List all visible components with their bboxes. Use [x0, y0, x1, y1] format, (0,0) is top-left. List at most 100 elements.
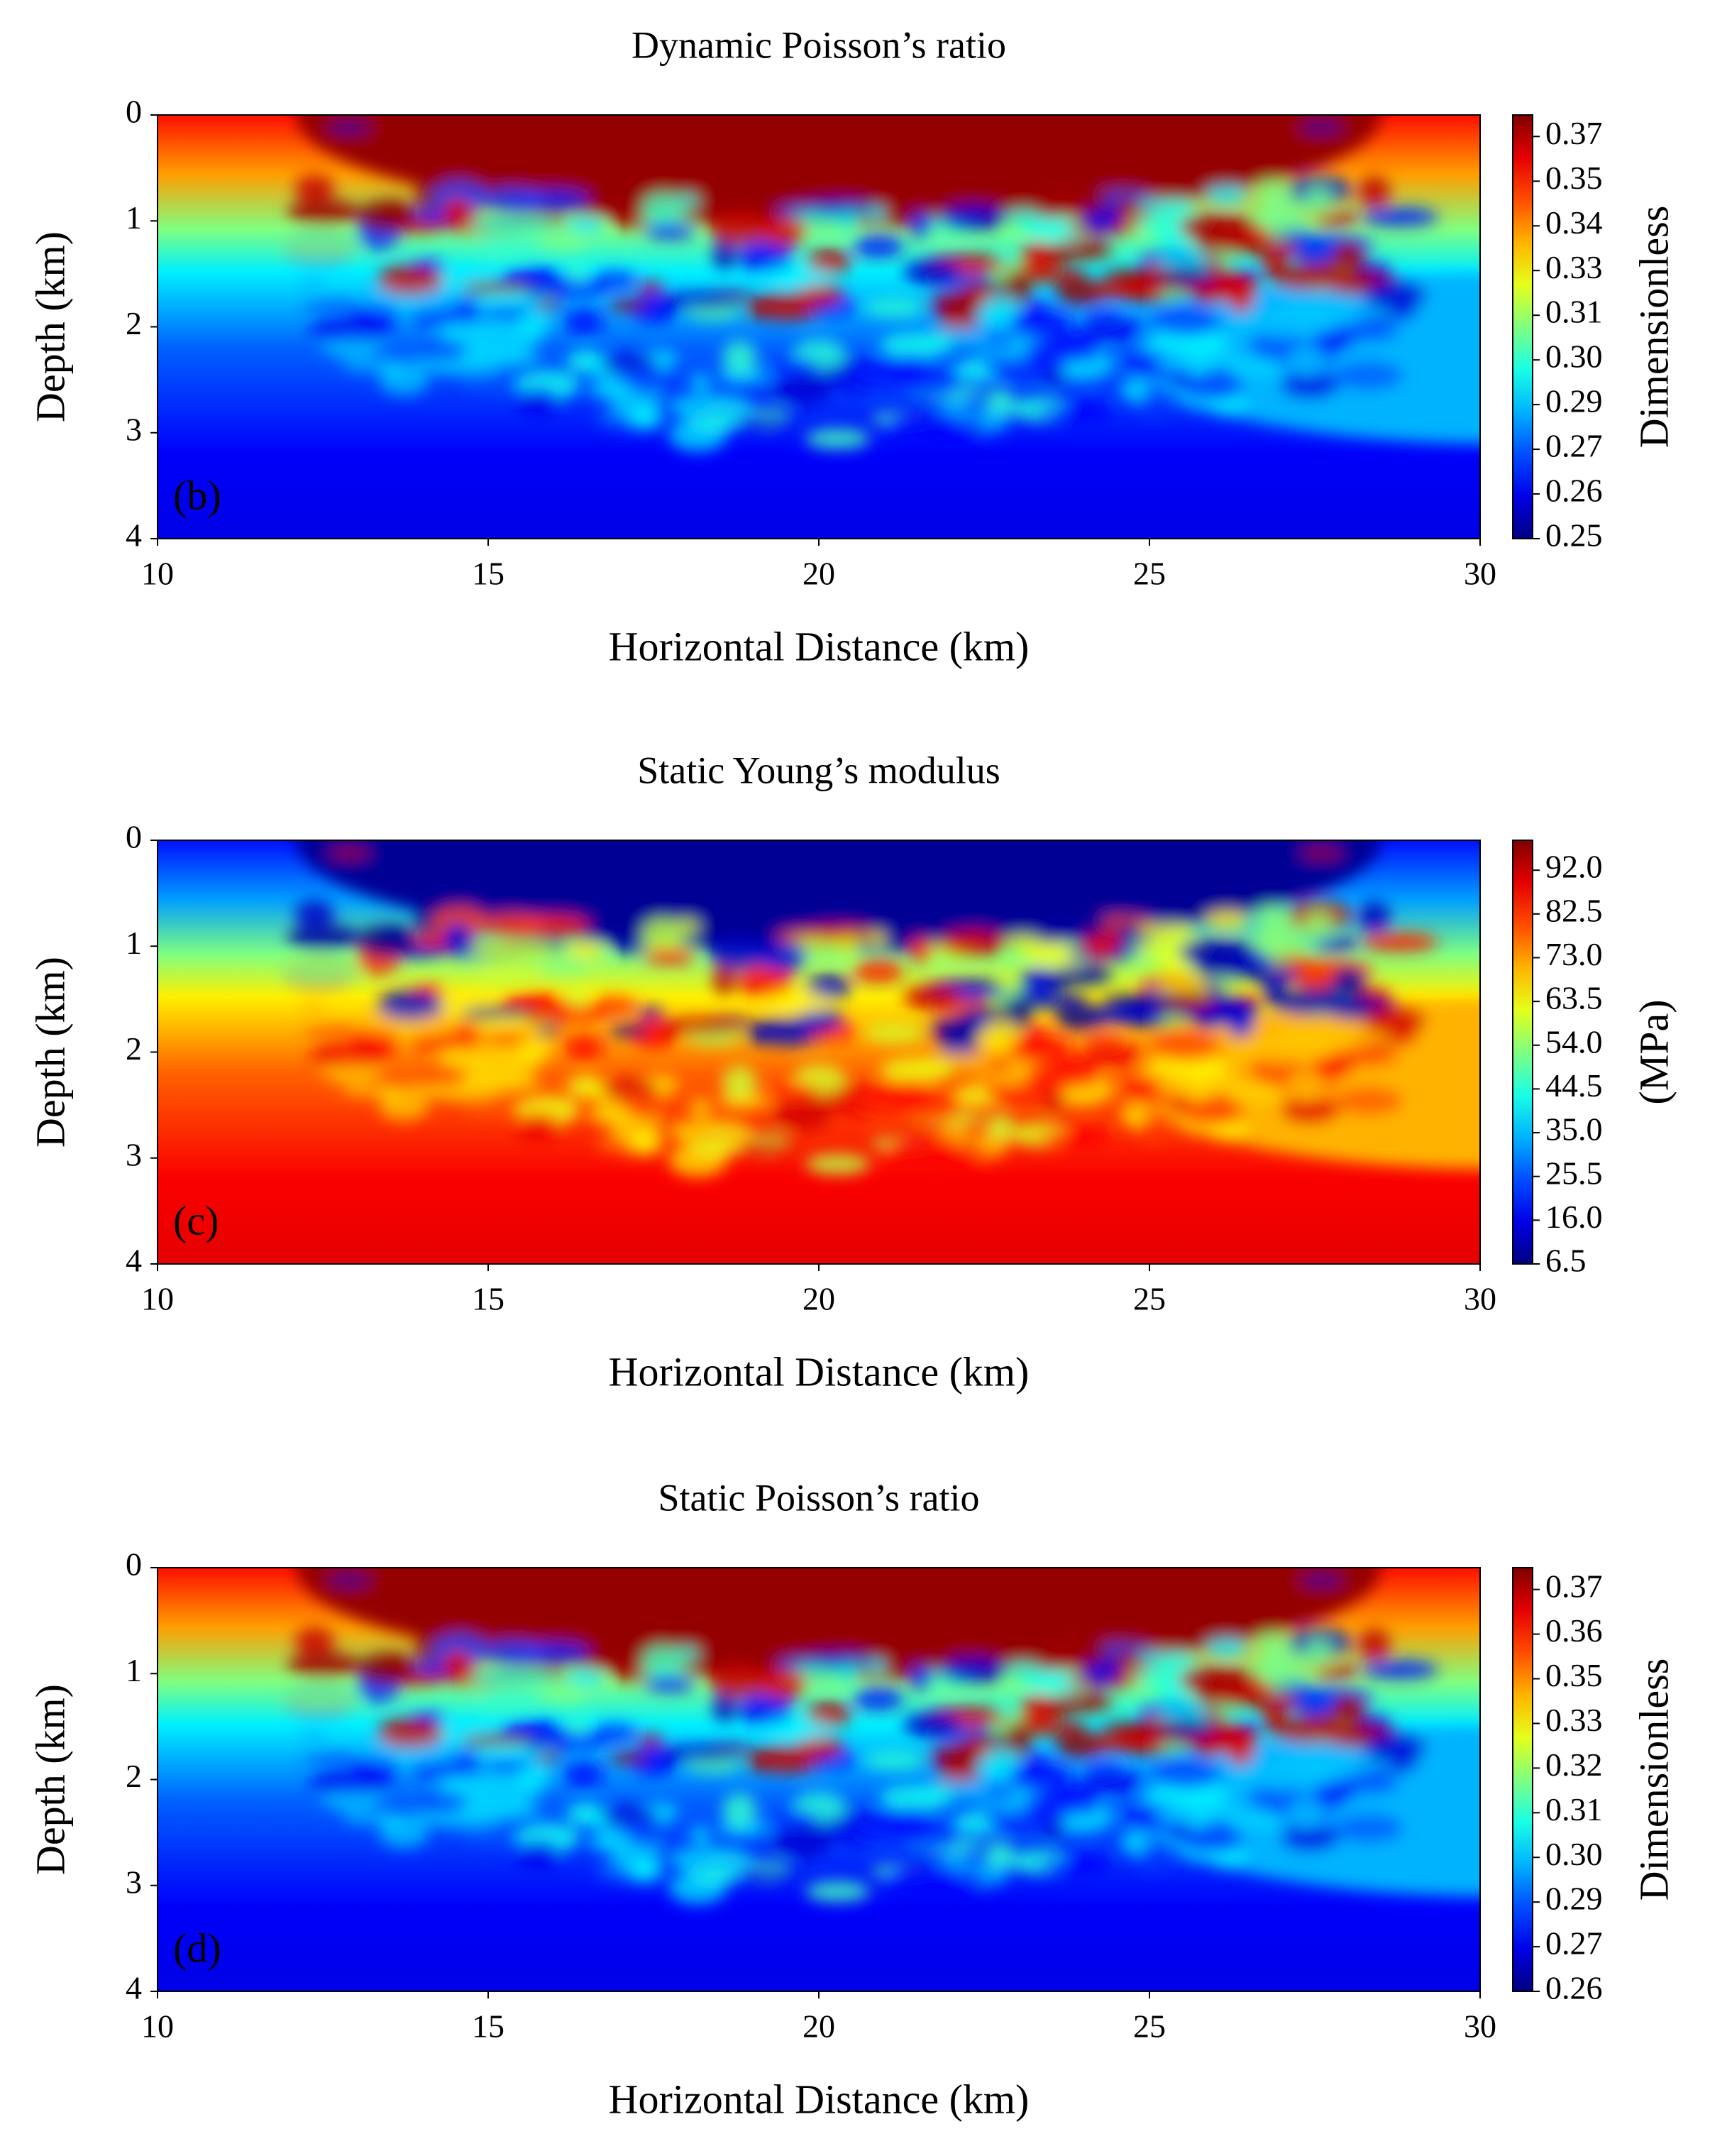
heatmap-texture [641, 1646, 682, 1678]
heatmap-texture [1026, 1791, 1070, 1823]
heatmap-texture [460, 1006, 541, 1021]
heatmap-texture [453, 1748, 480, 1781]
colorbar-tick-label: 0.35 [1545, 1657, 1603, 1693]
heatmap-texture [280, 115, 1480, 452]
colorbar-tick-label: 0.27 [1545, 428, 1603, 464]
heatmap-texture [287, 1651, 361, 1678]
heatmap-texture [629, 1860, 661, 1883]
heatmap-texture [1144, 331, 1230, 354]
heatmap-texture [737, 1693, 794, 1725]
heatmap-texture [1059, 1128, 1110, 1148]
heatmap-texture [1334, 1086, 1403, 1116]
heatmap-texture [463, 335, 506, 364]
heatmap-texture [883, 410, 964, 441]
heatmap-texture [280, 955, 360, 986]
heatmap-texture [302, 1753, 363, 1766]
heatmap-texture [460, 1734, 541, 1748]
heatmap-texture [909, 211, 932, 238]
heatmap-texture [1330, 241, 1367, 272]
heatmap-texture [1089, 1004, 1168, 1025]
x-tick-label: 10 [141, 1281, 174, 1317]
heatmap-texture [294, 1627, 335, 1655]
heatmap-texture [1280, 1823, 1340, 1852]
heatmap-texture [771, 1809, 817, 1828]
heatmap-texture [328, 122, 371, 133]
heatmap-texture [480, 913, 546, 937]
heatmap-texture [686, 1760, 742, 1772]
heatmap-texture [771, 1101, 831, 1131]
heatmap-texture [563, 308, 605, 337]
heatmap-texture [1313, 1030, 1395, 1044]
heatmap-texture [766, 993, 832, 1012]
colorbar-tick-label: 16.0 [1545, 1199, 1603, 1235]
panel: Static Poisson’s ratio (d) 10 15 20 25 30 0 1 2 3 4… [27, 1476, 1677, 2122]
heatmap-texture [771, 356, 817, 375]
heatmap-texture [1152, 305, 1220, 336]
heatmap-texture [309, 1769, 389, 1799]
heatmap-texture [1253, 906, 1292, 928]
heatmap-texture [1358, 175, 1391, 208]
heatmap-texture [158, 1568, 1480, 1991]
heatmap-texture [1313, 1664, 1359, 1678]
x-tick-label: 10 [141, 2008, 174, 2045]
y-tick-label: 0 [126, 819, 142, 855]
heatmap-texture [761, 1668, 807, 1700]
colorbar [1512, 1567, 1533, 1992]
heatmap-texture [1304, 911, 1333, 937]
colorbar-tick-label: 73.0 [1545, 936, 1603, 972]
colorbar-tick-label: 0.33 [1545, 1702, 1603, 1738]
heatmap-texture [722, 1065, 757, 1099]
heatmap-texture [864, 207, 887, 221]
heatmap-texture [903, 1712, 961, 1738]
heatmap-texture [1179, 1099, 1245, 1126]
heatmap-texture [977, 309, 1020, 328]
x-tick-label: 25 [1133, 1281, 1166, 1317]
heatmap-texture [517, 1035, 552, 1062]
colorbar-tick-label: 35.0 [1545, 1111, 1603, 1148]
colorbar-tick-label: 0.30 [1545, 339, 1603, 375]
heatmap-texture [641, 918, 682, 951]
heatmap-texture [1021, 1671, 1086, 1693]
heatmap-texture [328, 1575, 371, 1585]
chart-title: Dynamic Poisson’s ratio [631, 23, 1006, 66]
heatmap-texture [747, 1028, 771, 1044]
heatmap-texture [797, 1008, 844, 1031]
heatmap-texture [470, 1668, 555, 1688]
heatmap-texture [382, 925, 412, 952]
heatmap-texture [541, 228, 590, 251]
y-tick-label: 2 [126, 1030, 142, 1067]
heatmap-texture [1007, 1725, 1031, 1748]
heatmap-texture [1089, 1732, 1168, 1753]
heatmap-texture [806, 974, 851, 1001]
heatmap-texture [515, 1840, 561, 1870]
heatmap-texture [480, 1640, 546, 1664]
heatmap-texture [761, 940, 807, 972]
panel: Dynamic Poisson’s ratio (b) 10 15 20 25 30 0 1 2 3… [27, 23, 1677, 669]
heatmap-texture [541, 1004, 611, 1023]
heatmap-texture [1081, 1045, 1144, 1067]
heatmap-texture [609, 1024, 648, 1038]
heatmap-texture [438, 1776, 480, 1794]
y-tick-label: 3 [126, 411, 142, 447]
heatmap-texture [1300, 847, 1343, 858]
heatmap-texture [1154, 351, 1239, 371]
heatmap-texture [1152, 1758, 1220, 1789]
heatmap-texture [1179, 1664, 1258, 1694]
y-tick-label: 3 [126, 1864, 142, 1900]
heatmap-texture [376, 990, 444, 1021]
heatmap-texture [983, 1747, 1017, 1768]
heatmap-texture [1242, 309, 1328, 339]
heatmap-texture [853, 1688, 904, 1711]
heatmap-texture [618, 1821, 671, 1838]
heatmap-texture [797, 283, 844, 306]
heatmap-texture [940, 930, 1008, 956]
heatmap-texture [805, 1881, 871, 1902]
heatmap-texture [609, 1751, 648, 1765]
heatmap-texture [1204, 911, 1249, 930]
heatmap-texture [1101, 268, 1180, 282]
x-tick-label: 15 [472, 556, 504, 592]
heatmap-texture [771, 1082, 817, 1101]
x-tick-label: 10 [141, 556, 174, 592]
heatmap-texture [977, 1034, 1020, 1053]
